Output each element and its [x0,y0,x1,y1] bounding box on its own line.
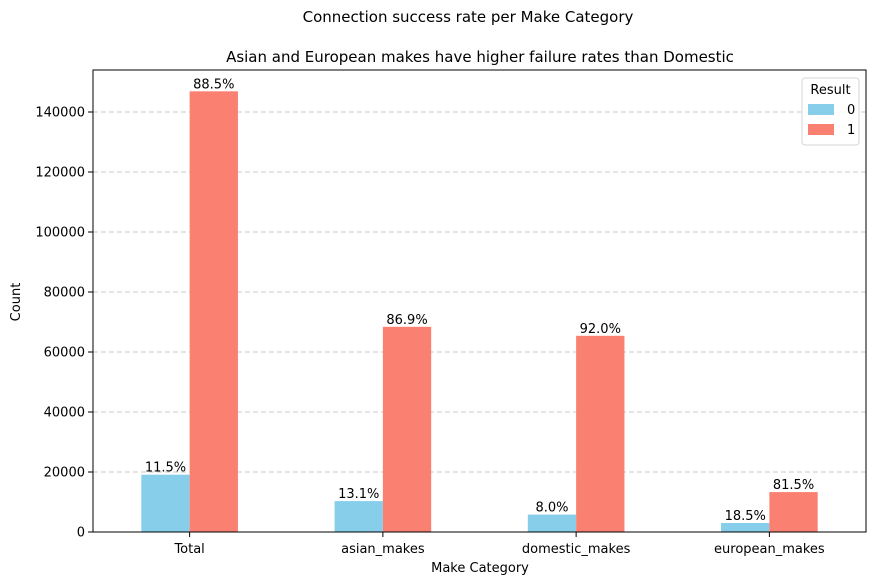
y-tick-label: 20000 [44,466,85,481]
bar-domestic_makes-result-1 [576,335,625,532]
bar-data-label: 8.0% [535,501,568,516]
x-axis-label: Make Category [431,561,529,576]
bar-data-label: 13.1% [338,487,379,502]
x-tick-label: Total [173,542,204,557]
chart-suptitle: Connection success rate per Make Categor… [303,8,634,26]
bar-european_makes-result-1 [769,492,818,532]
y-tick-label: 100000 [35,226,85,241]
legend-label: 1 [847,123,855,138]
y-tick-label: 0 [77,526,85,541]
legend-swatch-1 [808,124,834,135]
x-tick-label: european_makes [714,542,825,557]
y-tick-label: 60000 [44,346,85,361]
plot-frame [92,69,867,533]
bar-Total-result-1 [189,91,238,533]
bar-asian_makes-result-1 [382,326,432,532]
bar-data-label: 11.5% [145,461,186,476]
bar-data-label: 81.5% [773,478,814,493]
bar-asian_makes-result-0 [334,501,383,532]
x-tick-label: domestic_makes [522,542,631,557]
y-tick-label: 40000 [44,406,85,421]
legend-title: Result [810,83,850,98]
chart-title: Asian and European makes have higher fai… [226,48,734,66]
bar-european_makes-result-0 [721,523,770,532]
legend-label: 0 [847,103,855,118]
bar-data-label: 18.5% [725,509,766,524]
y-tick-label: 120000 [35,166,85,181]
y-tick-label: 80000 [44,286,85,301]
bar-data-label: 92.0% [580,322,621,337]
legend-swatch-0 [808,104,834,115]
bars: 11.5% 88.5% 13.1% 86.9% 8.0% 92.0% 18.5% 81.5% [141,77,818,533]
bar-domestic_makes-result-0 [527,514,577,532]
x-tick-label: asian_makes [341,542,425,557]
legend: Result 0 1 [801,77,860,146]
axes: 0 20000 40000 60000 80000 100000 120000 140000 T… [35,69,867,557]
bar-data-label: 88.5% [193,77,234,92]
bar-data-label: 86.9% [386,313,427,328]
bar-Total-result-0 [141,474,190,532]
y-axis-label: Count [9,283,24,322]
y-tick-label: 140000 [35,106,85,121]
